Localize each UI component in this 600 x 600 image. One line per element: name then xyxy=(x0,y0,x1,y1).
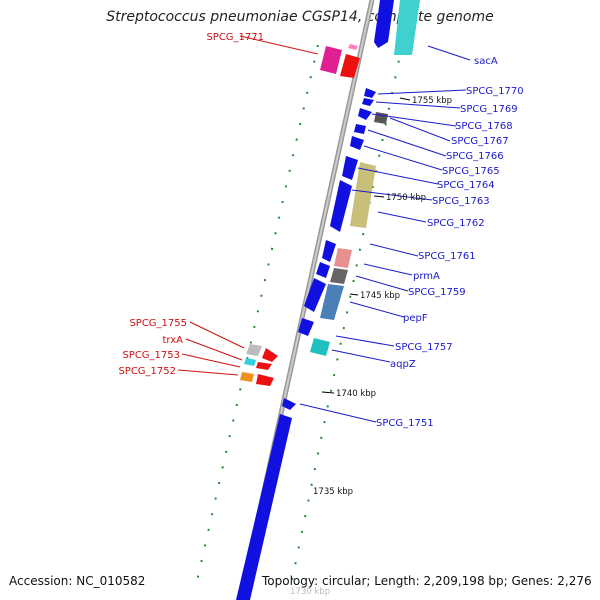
gene-label-spcg-1763: SPCG_1763 xyxy=(432,196,490,207)
forward-strand-features xyxy=(236,0,420,600)
gene-label-spcg-1752: SPCG_1752 xyxy=(118,366,176,377)
gene-label-aqpZ: aqpZ xyxy=(390,359,416,370)
feature-aqpZ-block xyxy=(310,338,330,356)
feature-1769 xyxy=(362,98,374,106)
gene-label-spcg-1770: SPCG_1770 xyxy=(466,86,524,97)
gene-label-spcg-1767: SPCG_1767 xyxy=(451,136,509,147)
feature-1761-a xyxy=(322,240,336,262)
dotted-guide-lines xyxy=(194,44,403,591)
gene-label-spcg-1771: SPCG_1771 xyxy=(206,32,264,43)
tick-label: 1755 kbp xyxy=(412,96,452,106)
map-title: Streptococcus pneumoniae CGSP14, complet… xyxy=(106,9,494,25)
gene-label-sacA: sacA xyxy=(474,56,498,67)
feature-1764 xyxy=(342,156,358,180)
feature-1753 xyxy=(256,362,272,370)
gene-label-spcg-1761: SPCG_1761 xyxy=(418,251,476,262)
feature-sacA-block xyxy=(394,0,420,55)
tick-label: 1750 kbp xyxy=(386,193,426,203)
feature-1759-block xyxy=(330,268,348,284)
feature-1762-block xyxy=(350,162,376,228)
gene-label-spcg-1766: SPCG_1766 xyxy=(446,151,504,162)
tick-label: 1740 kbp xyxy=(336,389,376,399)
gene-label-spcg-1757: SPCG_1757 xyxy=(395,342,453,353)
feature-pepF-block xyxy=(320,284,344,320)
genome-summary-text: Topology: circular; Length: 2,209,198 bp… xyxy=(262,574,592,588)
feature-sacA-cds xyxy=(374,0,394,48)
feature-1751-cds xyxy=(236,414,292,600)
feature-1771-b xyxy=(340,54,360,78)
reverse-gene-labels: SPCG_1771 SPCG_1755 trxA SPCG_1753 SPCG_… xyxy=(118,32,264,377)
tick-labels: 1755 kbp 1750 kbp 1745 kbp 1740 kbp 1735… xyxy=(290,96,452,597)
feature-1761-b xyxy=(316,262,330,278)
accession-text: Accession: NC_010582 xyxy=(9,574,146,588)
gene-label-trxA: trxA xyxy=(162,335,183,346)
gene-label-spcg-1762: SPCG_1762 xyxy=(427,218,485,229)
gene-label-spcg-1755: SPCG_1755 xyxy=(129,318,187,329)
gene-label-spcg-1769: SPCG_1769 xyxy=(460,104,518,115)
feature-1767 xyxy=(374,112,388,124)
feature-trxA xyxy=(244,358,256,366)
feature-1770 xyxy=(364,88,376,98)
feature-1755-red xyxy=(262,348,278,362)
feature-1765 xyxy=(350,136,364,150)
gene-label-prmA: prmA xyxy=(413,271,440,282)
tick-label: 1745 kbp xyxy=(360,291,400,301)
gene-label-spcg-1765: SPCG_1765 xyxy=(442,166,500,177)
gene-label-spcg-1759: SPCG_1759 xyxy=(408,287,466,298)
tick-label: 1730 kbp xyxy=(290,587,330,597)
gene-label-pepF: pepF xyxy=(403,313,428,324)
feature-1768 xyxy=(358,108,372,120)
feature-1751-a xyxy=(282,398,296,410)
feature-1757 xyxy=(298,318,314,336)
reverse-strand-features xyxy=(240,44,360,386)
feature-1755 xyxy=(246,344,262,356)
feature-pepF-cds xyxy=(304,278,326,312)
gene-label-spcg-1768: SPCG_1768 xyxy=(455,121,513,132)
feature-1752-red xyxy=(256,374,274,386)
feature-1771-a xyxy=(320,46,342,74)
label-connectors xyxy=(177,35,471,423)
tick-label: 1735 kbp xyxy=(313,487,353,497)
forward-gene-labels: sacA SPCG_1770 SPCG_1769 SPCG_1768 SPCG_… xyxy=(376,56,524,429)
feature-1752 xyxy=(240,372,254,382)
feature-1763 xyxy=(330,180,352,232)
gene-label-spcg-1751: SPCG_1751 xyxy=(376,418,434,429)
feature-1771-c xyxy=(348,44,358,50)
gene-label-spcg-1764: SPCG_1764 xyxy=(437,180,495,191)
gene-label-spcg-1753: SPCG_1753 xyxy=(122,350,180,361)
feature-prmA-block xyxy=(334,248,352,268)
feature-1766 xyxy=(354,124,366,134)
